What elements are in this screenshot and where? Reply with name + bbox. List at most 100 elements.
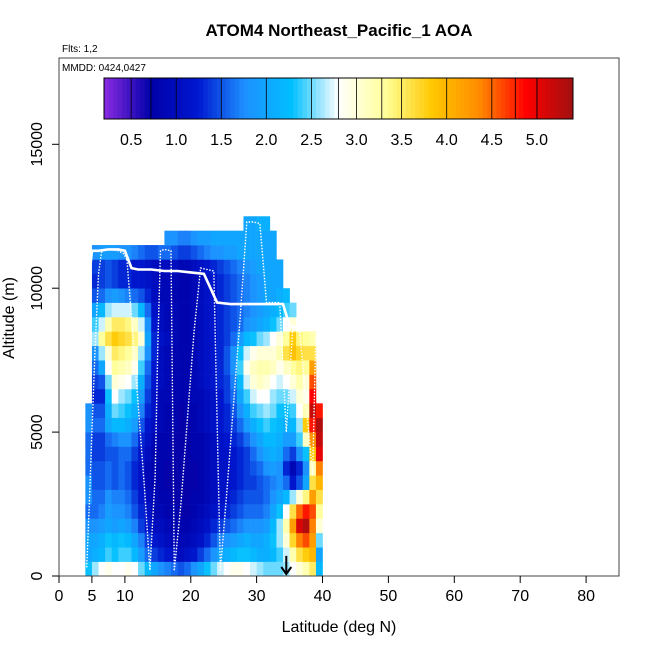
heatmap-cell: [243, 259, 251, 275]
heatmap-cell: [171, 230, 178, 246]
heatmap-cell: [131, 403, 139, 419]
heatmap-cell: [138, 374, 145, 390]
heatmap-cell: [164, 547, 172, 562]
heatmap-cell: [190, 245, 198, 260]
heatmap-cell: [283, 489, 290, 505]
heatmap-cell: [98, 446, 106, 462]
heatmap-cell: [197, 273, 205, 289]
colorbar-swatch: [270, 78, 276, 119]
heatmap-cell: [144, 302, 152, 318]
heatmap-cell: [164, 273, 172, 289]
heatmap-cell: [164, 518, 172, 534]
heatmap-cell: [236, 230, 244, 246]
heatmap-cell: [203, 518, 211, 534]
heatmap-cell: [144, 273, 152, 289]
heatmap-cell: [236, 460, 244, 476]
heatmap-cell: [118, 417, 126, 433]
heatmap-cell: [289, 331, 297, 347]
heatmap-cell: [203, 460, 211, 476]
heatmap-cell: [124, 561, 132, 577]
heatmap-cell: [243, 417, 251, 433]
heatmap-cell: [230, 489, 238, 505]
heatmap-cell: [250, 374, 257, 390]
heatmap-cell: [85, 547, 93, 562]
heatmap-cell: [91, 288, 99, 303]
heatmap-cell: [190, 489, 198, 505]
heatmap-cell: [118, 504, 126, 519]
heatmap-cell: [276, 518, 284, 534]
heatmap-cell: [296, 475, 304, 490]
heatmap-cell: [250, 331, 257, 347]
heatmap-cell: [105, 446, 113, 462]
heatmap-cell: [91, 504, 99, 519]
heatmap-cell: [91, 432, 99, 447]
heatmap-cell: [118, 360, 126, 375]
heatmap-cell: [236, 245, 244, 260]
heatmap-cell: [256, 374, 264, 390]
colorbar-swatch: [392, 78, 398, 119]
heatmap-cell: [144, 245, 152, 260]
x-tick-label: 30: [248, 588, 266, 605]
heatmap-cell: [98, 518, 106, 534]
heatmap-cell: [210, 446, 218, 462]
heatmap-cell: [138, 561, 145, 577]
heatmap-cell: [256, 432, 264, 447]
heatmap-cell: [263, 360, 271, 375]
heatmap-cell: [315, 475, 323, 490]
colorbar-swatch: [275, 78, 281, 119]
heatmap-cell: [138, 532, 145, 548]
colorbar-swatch: [464, 78, 470, 119]
colorbar-swatch: [559, 78, 565, 119]
heatmap-cell: [111, 460, 119, 476]
heatmap-cell: [184, 446, 192, 462]
heatmap-cell: [223, 331, 231, 347]
heatmap-cell: [131, 518, 139, 534]
heatmap-cell: [177, 446, 185, 462]
heatmap-cell: [190, 388, 198, 404]
heatmap-cell: [197, 561, 205, 577]
heatmap-cell: [111, 417, 119, 433]
heatmap-cell: [230, 432, 238, 447]
heatmap-cell: [263, 230, 271, 246]
heatmap-cell: [250, 288, 257, 303]
colorbar-swatch: [487, 78, 493, 119]
heatmap-cell: [269, 273, 277, 289]
heatmap-cell: [302, 432, 310, 447]
heatmap-cell: [157, 388, 165, 404]
heatmap-cell: [302, 388, 310, 404]
heatmap-cell: [197, 460, 205, 476]
heatmap-cell: [177, 331, 185, 347]
heatmap-cell: [263, 374, 271, 390]
heatmap-cell: [217, 504, 225, 519]
heatmap-cell: [230, 302, 238, 318]
heatmap-cell: [111, 403, 119, 419]
heatmap-cell: [124, 302, 132, 318]
heatmap-cell: [243, 288, 251, 303]
heatmap-cell: [184, 518, 192, 534]
heatmap-cell: [111, 475, 119, 490]
heatmap-cell: [138, 360, 145, 375]
colorbar-tick-label: 2.0: [255, 132, 277, 149]
heatmap-cell: [236, 446, 244, 462]
heatmap-cell: [91, 561, 99, 577]
heatmap-cell: [203, 360, 211, 375]
heatmap-cell: [250, 403, 257, 419]
heatmap-cell: [236, 345, 244, 361]
heatmap-cell: [203, 245, 211, 260]
colorbar-swatch: [460, 78, 466, 119]
heatmap-cell: [171, 417, 178, 433]
heatmap-cell: [164, 446, 172, 462]
y-axis-label: Altitude (m): [1, 277, 18, 359]
colorbar-swatch: [455, 78, 461, 119]
heatmap-cell: [138, 489, 145, 505]
heatmap-cell: [157, 331, 165, 347]
heatmap-cell: [223, 259, 231, 275]
heatmap-cell: [164, 475, 172, 490]
heatmap-cell: [283, 374, 290, 390]
heatmap-cell: [217, 460, 225, 476]
heatmap-cell: [276, 504, 284, 519]
heatmap-cell: [91, 460, 99, 476]
heatmap-cell: [151, 374, 159, 390]
heatmap-cell: [203, 475, 211, 490]
heatmap-cell: [164, 561, 172, 577]
